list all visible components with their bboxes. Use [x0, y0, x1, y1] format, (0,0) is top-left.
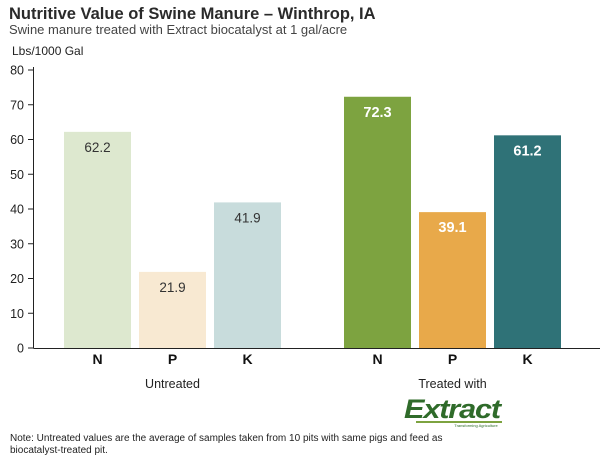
- y-tick-label: 60: [10, 133, 24, 147]
- category-label: K: [522, 351, 532, 367]
- bar-treated-p: [419, 212, 486, 348]
- chart-subtitle: Swine manure treated with Extract biocat…: [9, 22, 347, 37]
- y-tick-label: 30: [10, 237, 24, 251]
- footnote: Note: Untreated values are the average o…: [10, 433, 443, 456]
- bar-value-label: 62.2: [84, 140, 110, 155]
- category-label: P: [168, 351, 177, 367]
- bar-value-label: 72.3: [363, 105, 391, 121]
- category-label: N: [372, 351, 382, 367]
- group-label-untreated: Untreated: [145, 377, 200, 391]
- y-tick-label: 10: [10, 307, 24, 321]
- bar-untreated-k: [214, 202, 281, 348]
- category-label: K: [242, 351, 252, 367]
- extract-logo-text: Extract: [404, 394, 502, 424]
- bar-treated-k: [494, 135, 561, 348]
- y-axis-label: Lbs/1000 Gal: [12, 44, 83, 58]
- bar-value-label: 41.9: [234, 210, 260, 225]
- bar-value-label: 21.9: [159, 280, 185, 295]
- bars: 62.2 21.9 41.9 72.3 39.1 61.2: [64, 96, 561, 348]
- y-tick-label: 70: [10, 98, 24, 112]
- y-tick-label: 80: [10, 64, 24, 78]
- y-axis: 0 10 20 30 40 50 60 70 80: [10, 64, 34, 356]
- category-label: N: [92, 351, 102, 367]
- y-tick-label: 40: [10, 203, 24, 217]
- extract-logo-tagline: Transforming Agriculture: [454, 423, 498, 428]
- extract-logo-bar: [416, 421, 502, 423]
- y-tick-label: 20: [10, 272, 24, 286]
- bar-treated-n: [344, 96, 411, 348]
- y-tick-label: 50: [10, 168, 24, 182]
- category-label: P: [448, 351, 457, 367]
- y-tick-label: 0: [17, 342, 24, 356]
- chart-title: Nutritive Value of Swine Manure – Winthr…: [9, 5, 376, 23]
- group-label-treated: Treated with: [418, 377, 486, 391]
- bar-untreated-n: [64, 131, 131, 348]
- bar-value-label: 61.2: [513, 143, 541, 159]
- extract-logo: Extract Transforming Agriculture: [404, 394, 503, 428]
- bar-value-label: 39.1: [438, 220, 466, 236]
- bar-untreated-p: [139, 271, 206, 348]
